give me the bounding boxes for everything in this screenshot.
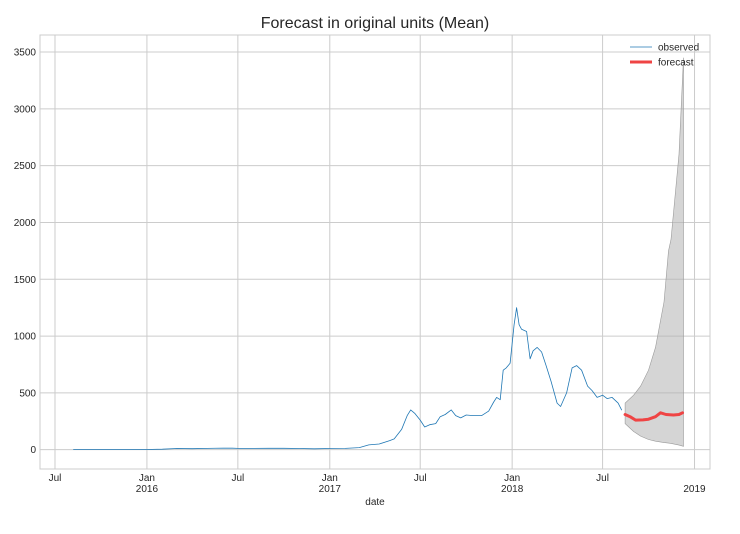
x-tick-label: Jan (504, 473, 520, 484)
legend-label-observed: observed (658, 43, 699, 54)
plot-area (39, 34, 711, 470)
y-tick-label: 2500 (14, 161, 37, 172)
series-layer (73, 307, 684, 451)
x-tick-year-label: 2019 (683, 484, 706, 495)
x-tick-label: Jul (231, 473, 244, 484)
x-axis-label: date (365, 497, 385, 508)
x-tick-label: Jul (414, 473, 427, 484)
y-tick-label: 0 (30, 445, 36, 456)
x-tick-label: Jan (322, 473, 338, 484)
forecast-line (623, 411, 684, 422)
y-tick-label: 3000 (14, 104, 37, 115)
confidence-band-layer (624, 57, 684, 447)
legend-label-forecast: forecast (658, 58, 694, 69)
x-tick-year-label: 2018 (501, 484, 524, 495)
legend: observed forecast (630, 43, 699, 69)
grid-lines (40, 35, 710, 469)
x-tick-year-label: 2017 (319, 484, 342, 495)
x-tick-label: Jul (596, 473, 609, 484)
y-tick-label: 1000 (14, 332, 37, 343)
x-tick-year-label: 2016 (136, 484, 159, 495)
y-tick-label: 2000 (14, 218, 37, 229)
y-tick-label: 500 (19, 388, 36, 399)
y-axis: 0 500 1000 1500 2000 2500 3000 3500 (14, 48, 37, 457)
x-tick-label: Jan (139, 473, 155, 484)
observed-line (73, 307, 622, 451)
x-tick-label: Jul (49, 473, 62, 484)
confidence-band (624, 57, 684, 447)
y-tick-label: 1500 (14, 275, 37, 286)
chart-title: Forecast in original units (Mean) (261, 15, 490, 32)
y-tick-label: 3500 (14, 48, 37, 59)
